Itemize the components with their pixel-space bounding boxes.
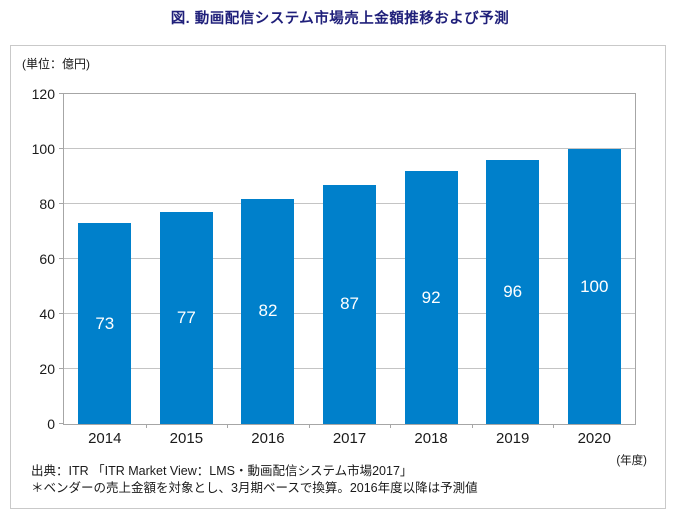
y-tick-label: 100 — [31, 141, 55, 157]
bar: 77 — [159, 212, 213, 424]
bar-value-label: 77 — [176, 308, 196, 328]
y-tick-label: 40 — [39, 306, 55, 322]
x-tick-label: 2017 — [332, 430, 367, 447]
x-tick-mark — [227, 424, 229, 428]
bar-value-label: 87 — [340, 294, 359, 314]
y-tick-label: 120 — [31, 86, 55, 102]
x-axis-labels: 2014 2015 2016 2017 2018 2019 2020 — [64, 430, 635, 447]
x-tick-mark — [553, 424, 555, 428]
bar-cell: 96 — [472, 94, 554, 424]
bars-row: 73 77 82 87 92 96 100 — [64, 94, 635, 424]
chart-frame: (単位：億円) 73 77 82 87 92 96 100 2014 2015 2016 2017… — [10, 45, 666, 509]
y-tick-mark — [59, 93, 64, 94]
source-line-2: ＊ベンダーの売上金額を対象とし、3月期ベースで換算。2016年度以降は予測値 — [31, 480, 478, 495]
x-tick-mark — [390, 424, 392, 428]
y-tick-label: 20 — [39, 361, 55, 377]
chart-title: 図. 動画配信システム市場売上金額推移および予測 — [170, 11, 510, 27]
bar-cell: 73 — [64, 94, 146, 424]
bar-cell: 92 — [390, 94, 472, 424]
x-tick-mark — [471, 424, 473, 428]
bar-cell: 82 — [227, 94, 309, 424]
bar: 92 — [404, 171, 458, 424]
y-tick-mark — [59, 423, 64, 424]
x-tick-mark — [145, 424, 147, 428]
fiscal-year-label: (年度) — [616, 455, 647, 467]
bar-value-label: 100 — [580, 276, 609, 296]
gridline — [64, 148, 635, 149]
y-tick-label: 60 — [39, 251, 55, 267]
x-tick-mark — [308, 424, 310, 428]
x-tick-label: 2019 — [495, 430, 530, 447]
y-tick-mark — [59, 313, 64, 314]
plot-area: 73 77 82 87 92 96 100 2014 2015 2016 2017 2018 2019… — [32, 86, 647, 467]
y-tick-mark — [59, 258, 64, 259]
bar: 82 — [241, 198, 295, 424]
x-tick-label: 2016 — [251, 430, 285, 447]
x-tick-label: 2020 — [577, 430, 611, 447]
source-note: 出典：ITR 「ITR Market View：LMS・動画配信システム市場20… — [31, 463, 478, 496]
y-tick-mark — [59, 368, 64, 369]
x-tick-label: 2018 — [414, 430, 448, 447]
bar-value-label: 73 — [95, 313, 115, 333]
bar-cell: 100 — [553, 94, 635, 424]
y-tick-label: 0 — [47, 416, 55, 432]
bar-value-label: 92 — [421, 287, 441, 307]
bar: 87 — [323, 184, 377, 424]
bar: 96 — [486, 160, 540, 424]
bar: 73 — [78, 223, 132, 424]
bar: 100 — [567, 149, 621, 424]
y-tick-mark — [59, 203, 64, 204]
bar-value-label: 96 — [503, 282, 523, 301]
bar-cell: 77 — [146, 94, 228, 424]
y-tick-label: 80 — [39, 196, 55, 212]
source-line-1: 出典：ITR 「ITR Market View：LMS・動画配信システム市場20… — [31, 464, 413, 478]
bar-value-label: 82 — [258, 301, 278, 321]
y-tick-mark — [59, 148, 64, 149]
x-tick-label: 2015 — [169, 430, 204, 447]
bar-cell: 87 — [309, 94, 391, 424]
x-tick-label: 2014 — [88, 430, 122, 447]
unit-label: (単位：億円) — [22, 57, 90, 71]
